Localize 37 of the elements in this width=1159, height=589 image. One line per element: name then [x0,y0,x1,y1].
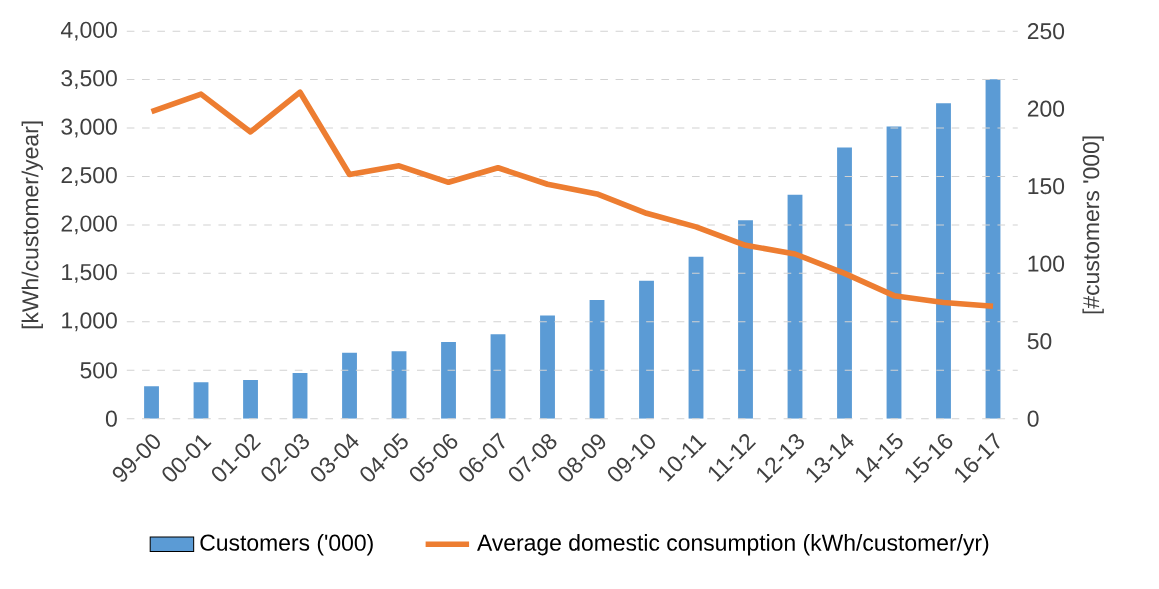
legend-label: Customers ('000) [200,534,373,556]
bar [540,315,555,419]
bar [936,103,951,419]
bar [144,386,159,419]
y2-axis-title: [#customers '000] [1082,136,1104,314]
y2-tick-label: 100 [1028,255,1065,272]
y-tick-label: 500 [80,362,117,379]
y2-tick-label: 200 [1027,100,1065,117]
bar [985,79,1001,419]
y-tick-label: 2,000 [61,215,117,235]
y2-tick-label: 150 [1028,178,1065,195]
bar [193,382,209,419]
y2-tick-label: 50 [1027,333,1052,350]
y-tick-label: 4,000 [60,21,117,41]
bar [342,352,357,419]
bar [243,379,258,419]
y-tick-label: 3,000 [61,118,117,138]
legend-label: Average domestic consumption (kWh/customer/yr) [477,534,989,556]
bar [639,280,654,419]
y-tick-label: 1,000 [62,312,117,332]
bar [490,334,506,419]
y-axis-title: [kWh/customer/year] [21,121,43,329]
y-tick-label: 1,500 [62,263,117,283]
bar [738,220,753,419]
y2-tick-label: 0 [1027,410,1039,427]
y-tick-label: 0 [105,410,117,427]
bar [589,300,605,419]
y-tick-label: 3,500 [61,70,117,90]
bar [441,341,456,419]
y-tick-label: 2,500 [61,167,117,186]
bar [292,372,308,419]
bar [688,256,704,419]
bar [391,351,407,419]
bar [886,126,902,419]
bar [787,194,803,419]
y2-tick-label: 250 [1027,23,1065,40]
bar [837,147,852,419]
